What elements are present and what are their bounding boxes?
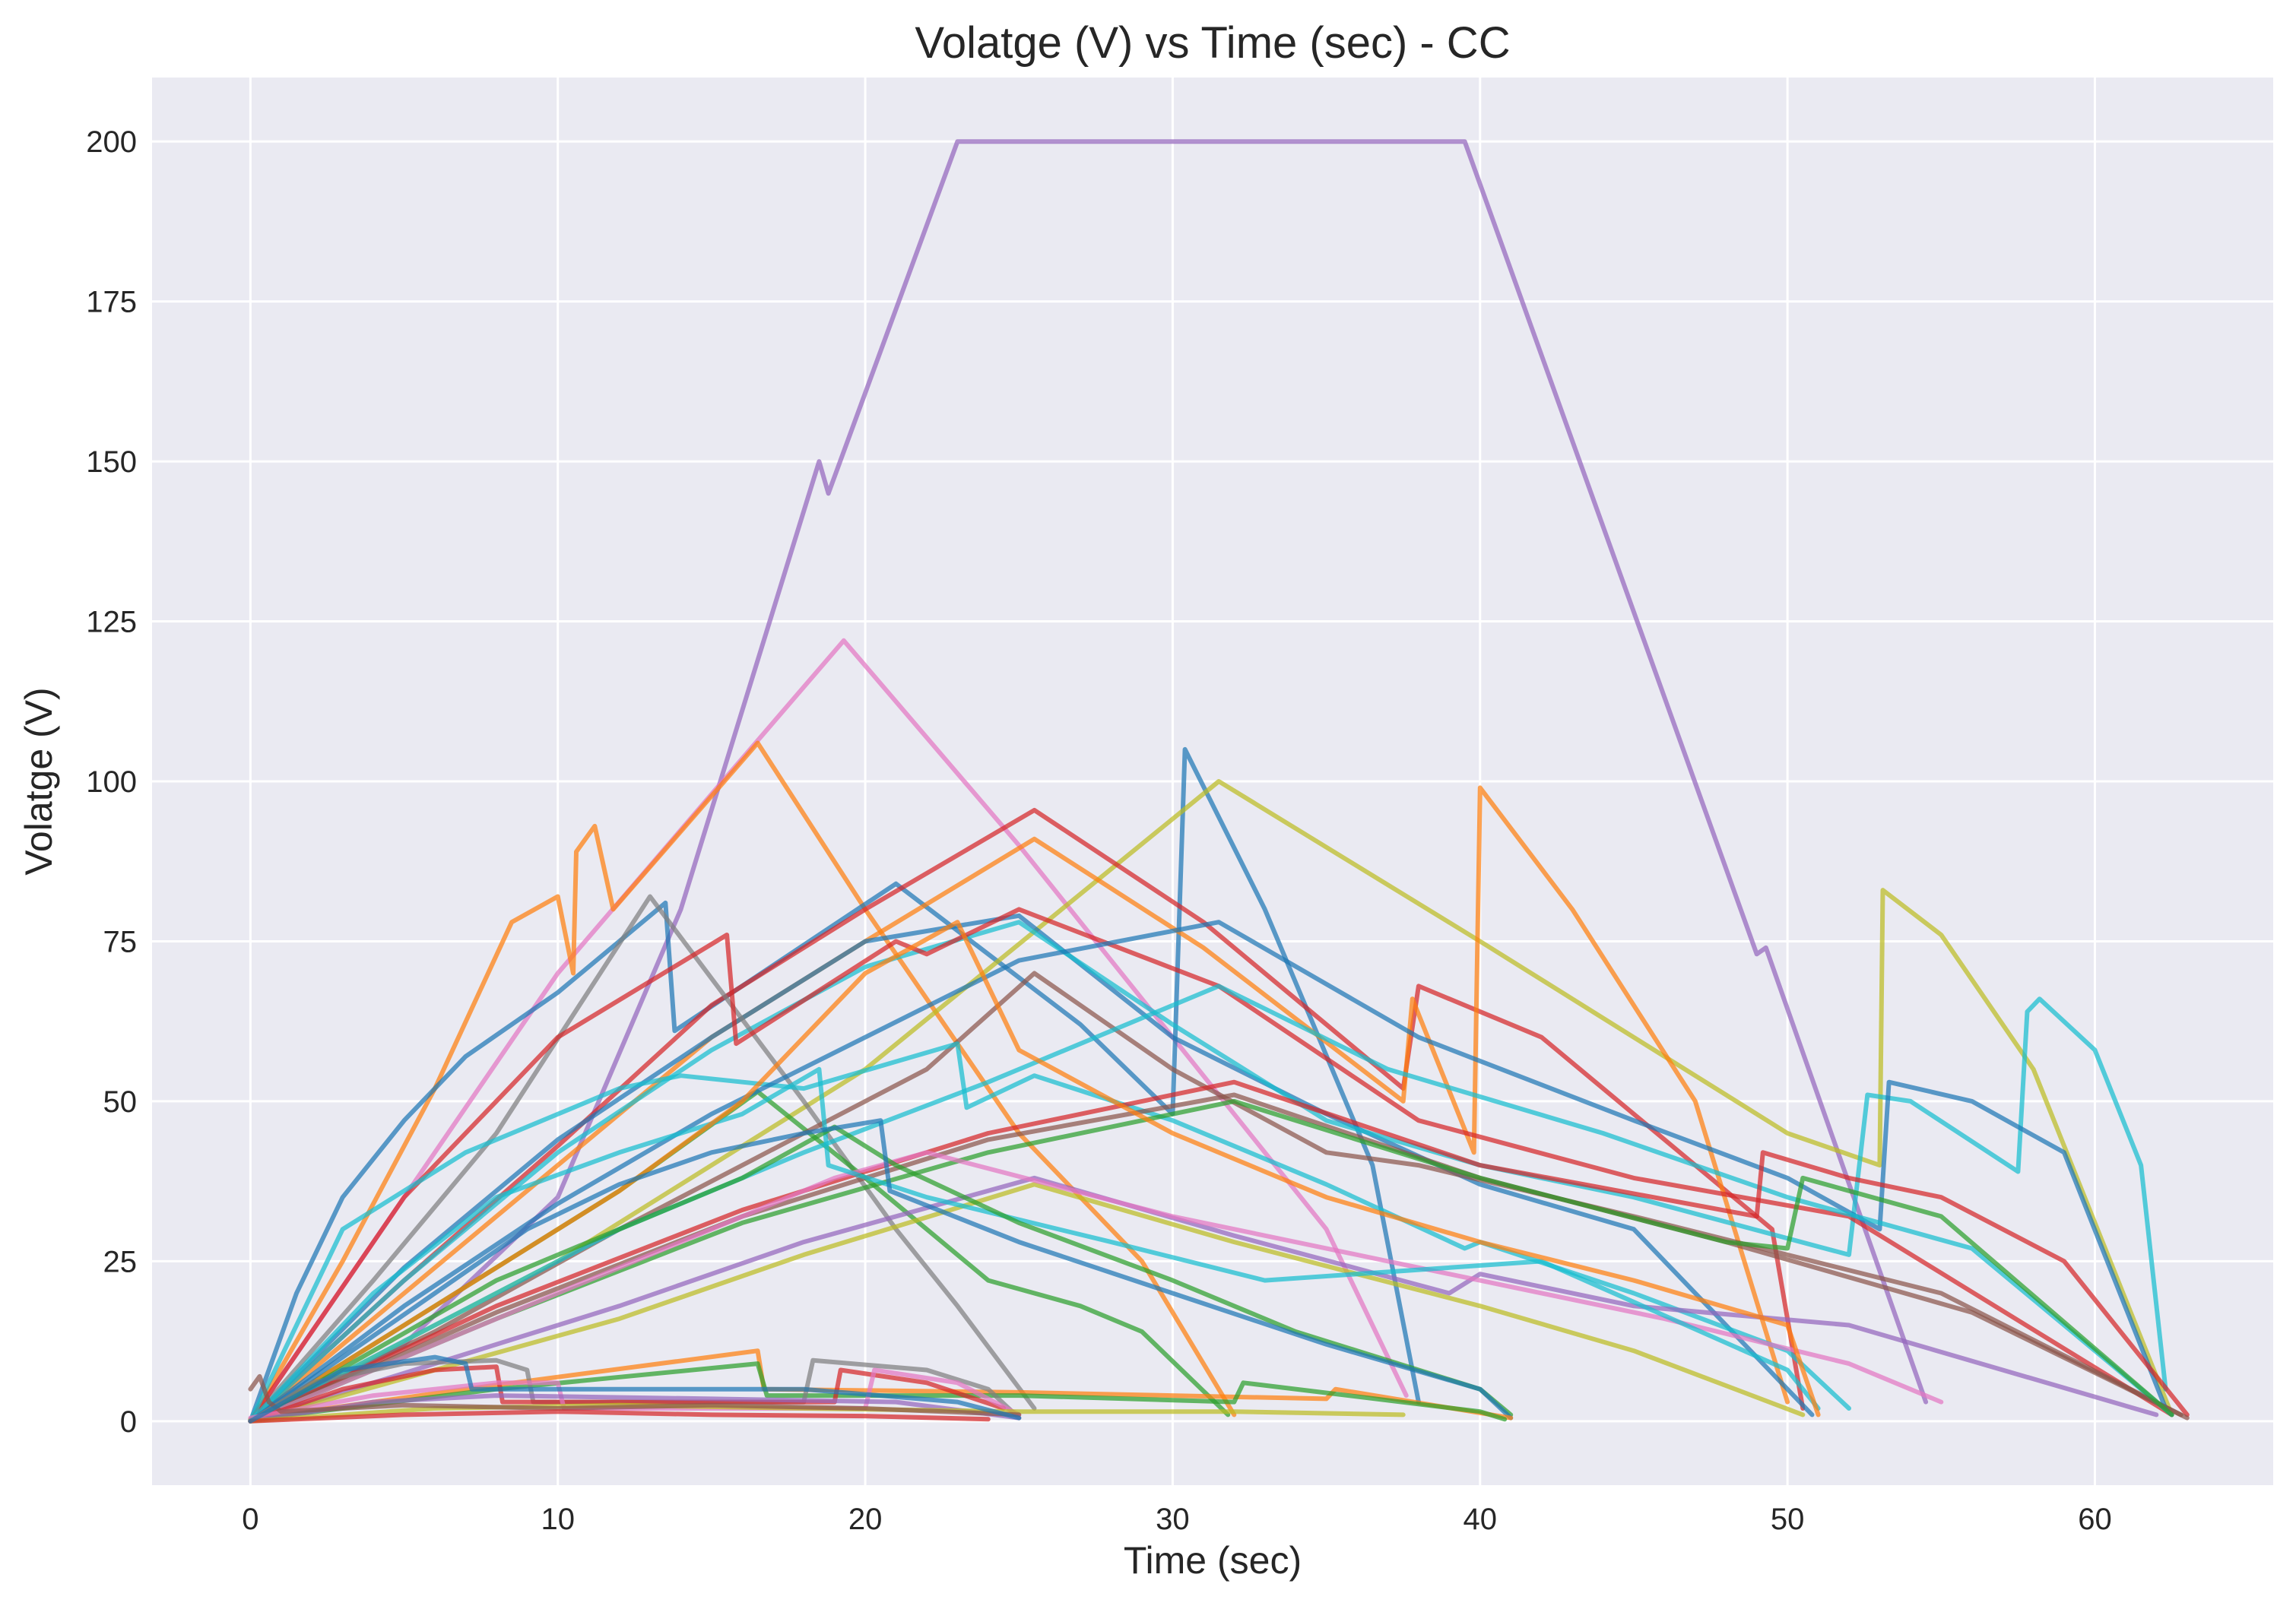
series-line-30 [248,1364,1006,1424]
y-tick-label: 200 [86,125,137,159]
series-line-17 [248,1079,2190,1424]
series-line-26 [248,1118,1514,1424]
y-tick-label: 100 [86,765,137,799]
y-tick-label: 25 [103,1245,138,1278]
series-line-10 [248,894,1037,1424]
series-line-35 [248,1409,991,1424]
y-tick-label: 150 [86,445,137,479]
series-line-23 [248,1066,1821,1424]
x-tick-label: 40 [1464,1503,1498,1536]
series-line-18 [248,1092,2190,1424]
series-line-11 [248,907,2174,1424]
series-line-6 [248,807,1806,1424]
x-tick-labels: 0 10 20 30 40 50 60 [242,1503,2111,1536]
chart-title: Volatge (V) vs Time (sec) - CC [915,18,1510,68]
y-tick-label: 125 [86,606,137,639]
series-line-16 [248,984,2174,1424]
x-tick-label: 60 [2078,1503,2112,1536]
series-line-20 [248,1175,2159,1424]
y-tick-label: 175 [86,286,137,319]
y-axis-label: Volatge (V) [17,687,60,875]
series-line-21 [248,1182,1806,1424]
series-line-25 [248,1124,1514,1424]
series-line-36 [248,1354,1022,1424]
x-tick-label: 10 [541,1503,575,1536]
series-line-9 [248,920,2168,1424]
y-tick-label: 0 [120,1405,137,1439]
series-layer [248,139,2190,1424]
series-line-28 [248,1361,1508,1423]
x-tick-label: 50 [1771,1503,1805,1536]
series-line-1 [248,139,1929,1424]
x-tick-label: 20 [848,1503,883,1536]
series-line-4 [248,746,1421,1424]
series-line-15 [248,920,2168,1424]
series-line-19 [248,1098,2174,1424]
y-tick-label: 75 [103,925,138,958]
series-line-34 [248,1373,1022,1418]
series-line-5 [248,779,2174,1424]
series-line-8 [248,913,1815,1424]
y-tick-label: 50 [103,1085,138,1119]
series-line-24 [248,920,1821,1424]
x-tick-label: 0 [242,1503,258,1536]
x-tick-label: 30 [1156,1503,1190,1536]
series-line-7 [248,785,1790,1424]
series-line-22 [248,1150,1944,1424]
series-line-32 [248,1393,1022,1424]
x-axis-label: Time (sec) [1124,1539,1302,1582]
y-tick-labels: 0 25 50 75 100 125 150 175 200 [86,125,137,1439]
